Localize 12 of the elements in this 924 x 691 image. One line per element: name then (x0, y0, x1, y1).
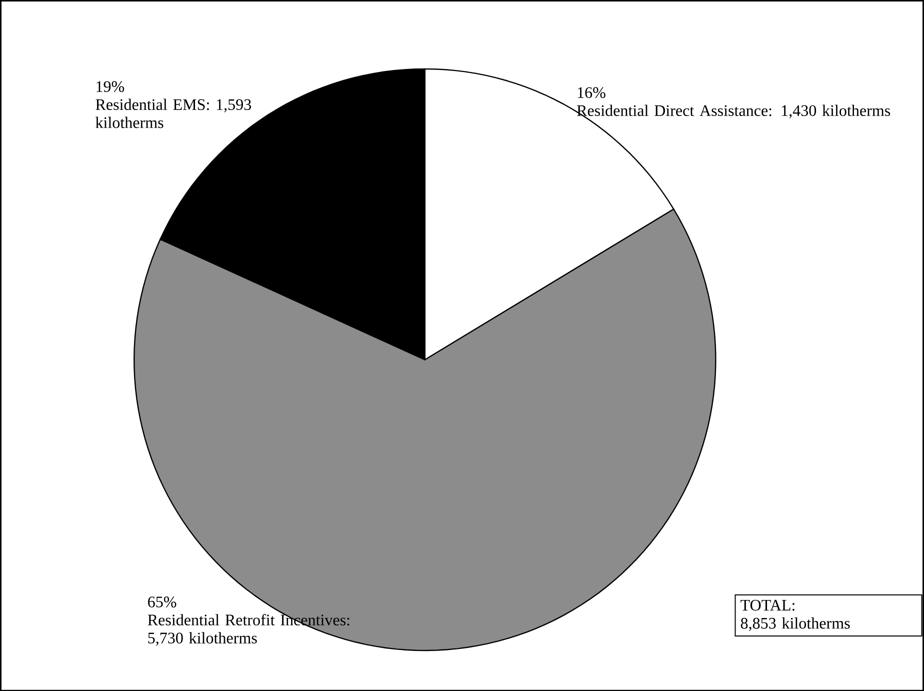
slice-label: Residential Direct Assistance (576, 104, 768, 116)
text: 8,853 kilotherms (740, 617, 850, 631)
data-label: : 1,430 kilotherms (769, 104, 890, 118)
text: 5,730 kilotherms (148, 632, 257, 646)
text: : 1,593 (206, 99, 251, 112)
text: kilotherms (96, 116, 164, 128)
text: 19% (96, 80, 124, 92)
text: 65% (148, 596, 176, 608)
text: 16% (578, 87, 606, 98)
slice-label: Residential EMS (96, 98, 205, 110)
text: TOTAL: (740, 600, 794, 611)
text: : (347, 618, 350, 626)
